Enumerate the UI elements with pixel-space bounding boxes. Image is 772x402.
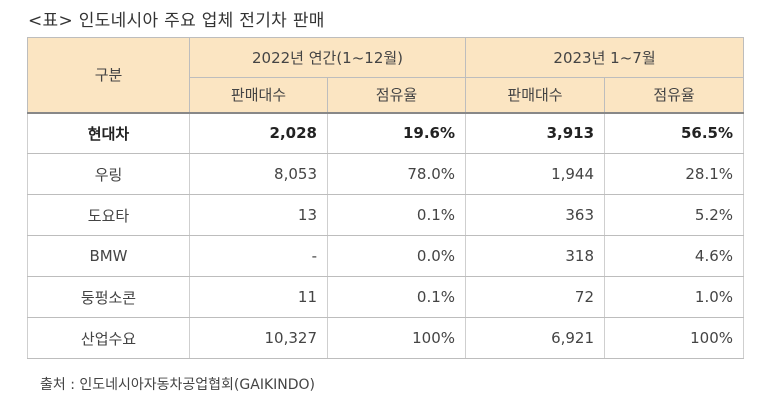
- cell-sales-2022: -: [189, 235, 328, 277]
- source-note: 출처 : 인도네시아자동차공업협회(GAIKINDO): [40, 377, 315, 393]
- header-category: 구분: [27, 37, 190, 113]
- cell-share-2022: 100%: [326, 317, 467, 359]
- table-row: 우링 8,053 78.0% 1,944 28.1%: [27, 153, 745, 195]
- cell-sales-2022: 13: [189, 194, 328, 236]
- cell-share-2022: 78.0%: [326, 153, 467, 195]
- table-row: 현대차 2,028 19.6% 3,913 56.5%: [27, 111, 745, 154]
- cell-share-2023: 1.0%: [604, 276, 745, 318]
- cell-sales-2022: 10,327: [189, 317, 328, 359]
- subheader-share-2022: 점유율: [326, 77, 467, 113]
- subheader-sales-2022: 판매대수: [189, 77, 328, 113]
- table-row: BMW - 0.0% 318 4.6%: [27, 235, 745, 277]
- table-row: 둥펑소콘 11 0.1% 72 1.0%: [27, 276, 745, 318]
- cell-share-2023: 28.1%: [604, 153, 745, 195]
- cell-sales-2022: 8,053: [189, 153, 328, 195]
- row-name: 우링: [27, 153, 190, 195]
- cell-sales-2022: 2,028: [189, 111, 328, 154]
- cell-sales-2023: 3,913: [465, 111, 606, 154]
- cell-share-2022: 0.1%: [326, 276, 467, 318]
- cell-sales-2023: 318: [465, 235, 606, 277]
- cell-sales-2023: 363: [465, 194, 606, 236]
- table-row: 산업수요 10,327 100% 6,921 100%: [27, 317, 745, 359]
- row-name: 산업수요: [27, 317, 190, 359]
- cell-share-2022: 0.1%: [326, 194, 467, 236]
- table-row: 도요타 13 0.1% 363 5.2%: [27, 194, 745, 236]
- row-name: BMW: [27, 235, 190, 277]
- row-name: 둥펑소콘: [27, 276, 190, 318]
- header-period-2022: 2022년 연간(1~12월): [188, 37, 467, 78]
- header-period-2023: 2023년 1~7월: [465, 37, 745, 78]
- cell-sales-2023: 72: [465, 276, 606, 318]
- cell-share-2023: 4.6%: [604, 235, 745, 277]
- cell-sales-2023: 6,921: [465, 317, 606, 359]
- row-name: 도요타: [27, 194, 190, 236]
- cell-sales-2023: 1,944: [465, 153, 606, 195]
- subheader-sales-2023: 판매대수: [465, 77, 606, 113]
- ev-sales-table: 구분 2022년 연간(1~12월) 2023년 1~7월 판매대수 점유율 판…: [27, 37, 745, 359]
- row-name: 현대차: [27, 111, 190, 154]
- cell-share-2023: 100%: [604, 317, 745, 359]
- cell-sales-2022: 11: [189, 276, 328, 318]
- subheader-share-2023: 점유율: [604, 77, 745, 113]
- table-title: <표> 인도네시아 주요 업체 전기차 판매: [28, 11, 325, 31]
- cell-share-2022: 19.6%: [326, 111, 467, 154]
- cell-share-2023: 5.2%: [604, 194, 745, 236]
- cell-share-2023: 56.5%: [604, 111, 745, 154]
- cell-share-2022: 0.0%: [326, 235, 467, 277]
